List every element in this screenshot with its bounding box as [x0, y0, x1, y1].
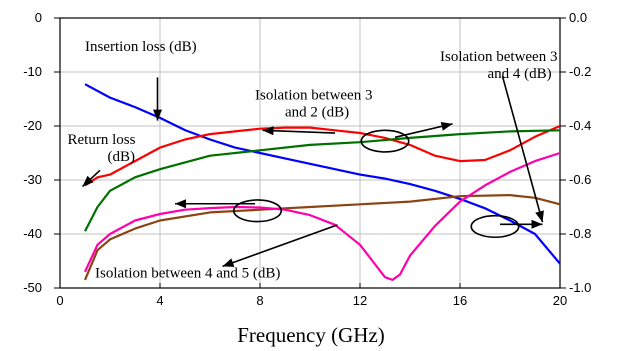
x-axis-label: Frequency (GHz)	[237, 323, 385, 347]
annotation-label: Return loss	[68, 132, 136, 148]
x-tick-label: 0	[56, 293, 63, 308]
y-right-tick-label: 0.0	[569, 10, 587, 25]
annotation-arrow-head	[535, 210, 544, 223]
annotation-arrow-head	[222, 258, 235, 267]
annotation-label: Isolation between 4 and 5 (dB)	[95, 266, 280, 282]
x-tick-label: 4	[156, 293, 163, 308]
annotation-ellipse	[360, 129, 410, 153]
annotation-arrow-shaft	[222, 224, 338, 268]
series-line-isolation-between-4-and-5	[84, 151, 561, 281]
series-lines	[83, 83, 561, 281]
y-right-tick-label: -0.6	[569, 172, 591, 187]
annotation-label: Isolation between 3	[255, 88, 372, 104]
annotation-arrows	[81, 76, 544, 268]
annotation-arrow-head	[175, 199, 186, 209]
annotation-label: Insertion loss (dB)	[85, 39, 197, 55]
x-tick-label: 12	[353, 293, 367, 308]
series-line-return-loss	[84, 124, 561, 187]
y-left-tick-label: -10	[23, 64, 42, 79]
y-right-tick-label: -0.8	[569, 226, 591, 241]
annotation-label: and 4 (dB)	[488, 66, 552, 82]
y-right-tick-label: -0.2	[569, 64, 591, 79]
annotation-arrow-head	[262, 126, 274, 136]
annotation-label: (dB)	[108, 149, 136, 165]
annotation-label: Isolation between 3	[440, 49, 557, 65]
annotation-arrow-head	[440, 121, 453, 131]
y-left-tick-label: -20	[23, 118, 42, 133]
annotation-arrow-shaft	[501, 76, 544, 223]
x-tick-label: 8	[256, 293, 263, 308]
x-tick-label: 20	[553, 293, 567, 308]
y-left-tick-label: -40	[23, 226, 42, 241]
annotation-ellipse	[470, 214, 520, 239]
series-line-insertion-loss	[84, 83, 561, 265]
y-left-tick-label: 0	[35, 10, 42, 25]
annotation-arrow-head	[153, 109, 162, 121]
annotation-arrow-head	[82, 175, 94, 187]
y-left-tick-label: -50	[23, 280, 42, 295]
annotation-arrow-head	[531, 219, 543, 229]
annotations: Insertion loss (dB)Isolation between 3an…	[68, 39, 558, 282]
series-line-isolation-between-3-and-4	[83, 194, 561, 281]
y-left-tick-label: -30	[23, 172, 42, 187]
y-right-tick-label: -0.4	[569, 118, 591, 133]
tick-labels: 0 4 8 12 16 20 -50 -40 -30 -20 -10 0 -1.0 -0.8 -0.6 -0.…	[23, 10, 591, 308]
annotation-arrow-shaft	[262, 129, 336, 134]
annotation-ellipse	[232, 199, 283, 223]
y-right-tick-label: -1.0	[569, 280, 591, 295]
annotation-ellipses	[232, 129, 520, 239]
series-line-isolation-between-3-and-2	[84, 129, 561, 232]
x-tick-label: 16	[453, 293, 467, 308]
annotation-label: and 2 (dB)	[285, 104, 349, 120]
